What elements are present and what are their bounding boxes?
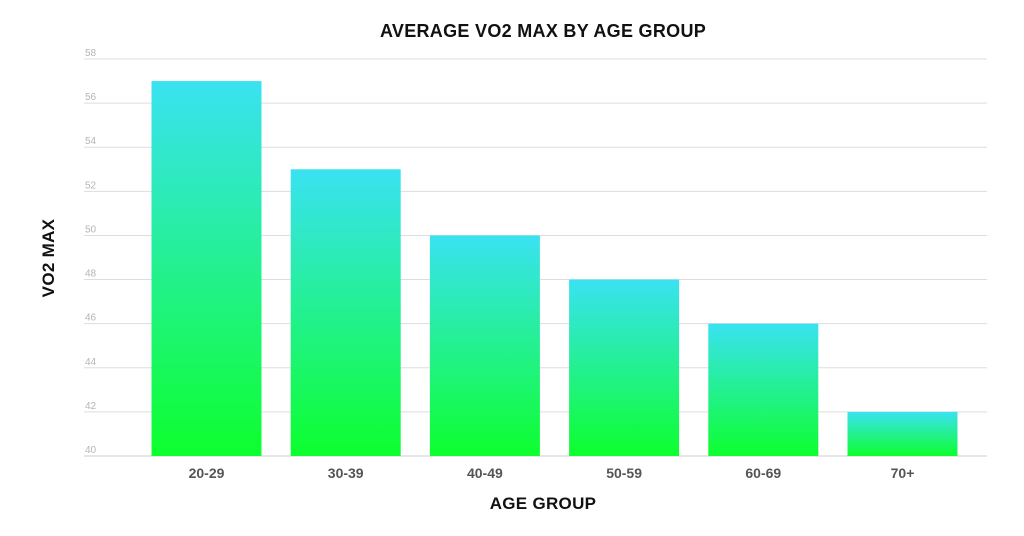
x-tick-label: 70+ bbox=[891, 465, 915, 481]
bar-30-39 bbox=[290, 169, 401, 456]
y-tick-label: 54 bbox=[85, 136, 97, 147]
y-tick-label: 58 bbox=[85, 48, 97, 59]
bar-40-49 bbox=[429, 235, 540, 456]
y-axis-label: VO2 MAX bbox=[39, 218, 58, 297]
x-axis-ticks: 20-29 30-39 40-49 50-59 60-69 70+ bbox=[189, 465, 915, 481]
bar-50-59 bbox=[569, 279, 680, 456]
chart-title: AVERAGE VO2 MAX BY AGE GROUP bbox=[380, 21, 706, 41]
y-tick-label: 52 bbox=[85, 180, 97, 191]
x-tick-label: 30-39 bbox=[328, 465, 364, 481]
y-tick-label: 40 bbox=[85, 445, 97, 456]
x-tick-label: 60-69 bbox=[745, 465, 781, 481]
y-tick-label: 44 bbox=[85, 357, 97, 368]
bar-20-29 bbox=[151, 81, 262, 457]
y-tick-label: 56 bbox=[85, 92, 97, 103]
y-axis-ticks: 40 42 44 46 48 50 52 54 56 58 bbox=[85, 48, 97, 456]
x-tick-label: 40-49 bbox=[467, 465, 503, 481]
y-tick-label: 46 bbox=[85, 313, 97, 324]
x-tick-label: 20-29 bbox=[189, 465, 225, 481]
y-tick-label: 50 bbox=[85, 224, 97, 235]
y-tick-label: 48 bbox=[85, 269, 97, 280]
x-tick-label: 50-59 bbox=[606, 465, 642, 481]
x-axis-label: AGE GROUP bbox=[490, 494, 597, 513]
bar-70 bbox=[847, 411, 958, 456]
bars bbox=[151, 81, 958, 457]
bar-60-69 bbox=[708, 323, 819, 456]
y-tick-label: 42 bbox=[85, 401, 97, 412]
